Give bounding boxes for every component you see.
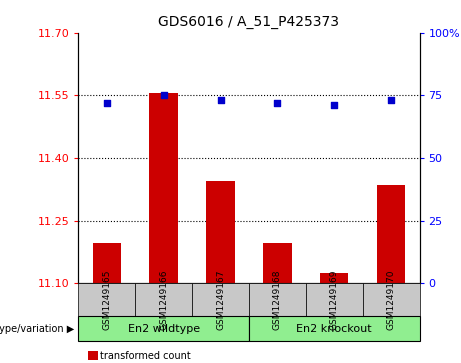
Text: genotype/variation ▶: genotype/variation ▶ <box>0 323 74 334</box>
Bar <box>320 273 349 283</box>
Text: GSM1249165: GSM1249165 <box>102 269 111 330</box>
Point <box>331 102 338 108</box>
Bar <box>249 283 306 316</box>
Text: GSM1249170: GSM1249170 <box>387 269 396 330</box>
Bar <box>263 244 291 283</box>
Title: GDS6016 / A_51_P425373: GDS6016 / A_51_P425373 <box>159 15 339 29</box>
Bar <box>78 316 249 341</box>
Bar <box>206 181 235 283</box>
Text: transformed count: transformed count <box>100 351 191 361</box>
Text: GSM1249166: GSM1249166 <box>159 269 168 330</box>
Bar <box>135 283 192 316</box>
Bar <box>192 283 249 316</box>
Bar <box>149 93 178 283</box>
Text: GSM1249167: GSM1249167 <box>216 269 225 330</box>
Point <box>103 100 111 106</box>
Point <box>160 93 167 98</box>
Text: GSM1249168: GSM1249168 <box>273 269 282 330</box>
Bar <box>249 316 420 341</box>
Point <box>387 97 395 103</box>
Bar <box>93 244 121 283</box>
Text: En2 wildtype: En2 wildtype <box>128 323 200 334</box>
Bar <box>88 351 98 360</box>
Point <box>217 97 224 103</box>
Bar <box>363 283 420 316</box>
Bar <box>377 185 405 283</box>
Text: En2 knockout: En2 knockout <box>296 323 372 334</box>
Point <box>274 100 281 106</box>
Text: GSM1249169: GSM1249169 <box>330 269 339 330</box>
Bar <box>78 283 135 316</box>
Bar <box>306 283 363 316</box>
